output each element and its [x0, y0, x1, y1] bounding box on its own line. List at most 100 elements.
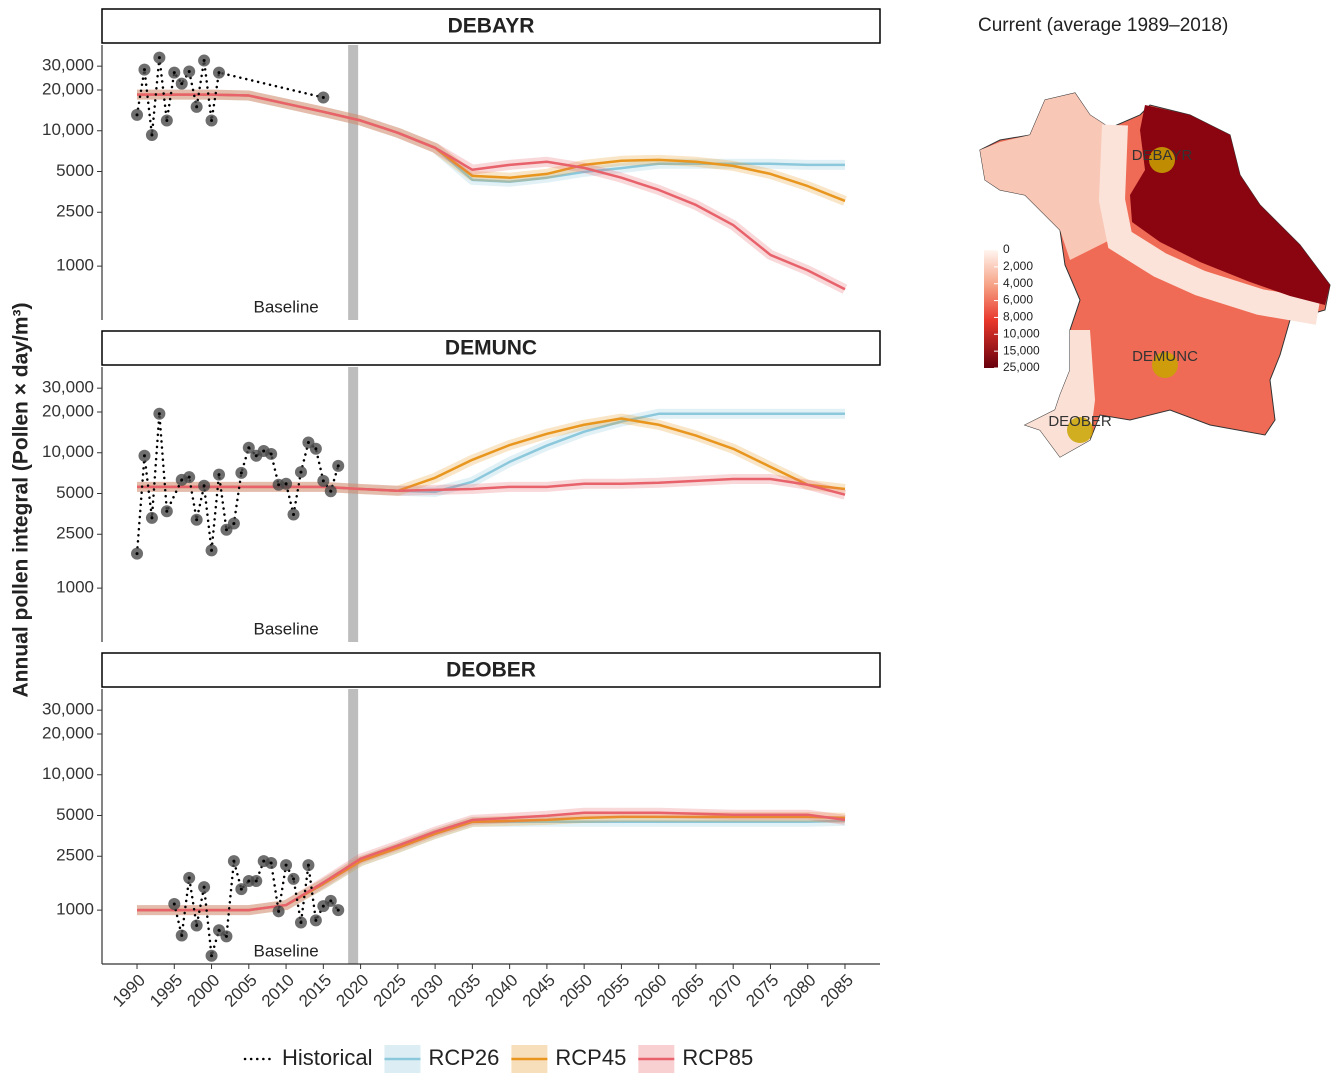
x-tick-label: 2020	[332, 971, 372, 1011]
point-center	[224, 934, 228, 938]
x-tick-label: 2055	[593, 971, 633, 1011]
baseline-band	[348, 689, 359, 964]
point-center	[135, 113, 139, 117]
point-center	[284, 482, 288, 486]
map-zone	[1098, 124, 1321, 325]
y-tick-label: 5000	[56, 483, 94, 502]
point-center	[329, 489, 333, 493]
series-band	[137, 807, 846, 916]
x-tick-label: 2025	[370, 971, 410, 1011]
point-center	[284, 863, 288, 867]
point-center	[142, 68, 146, 72]
colorbar-label: 8,000	[1003, 310, 1033, 324]
point-center	[150, 133, 154, 137]
legend-label: RCP45	[555, 1045, 626, 1070]
strip	[101, 8, 881, 44]
point-center	[187, 876, 191, 880]
y-tick-label: 2500	[56, 846, 94, 865]
series-band	[137, 89, 848, 294]
colorbar-label: 0	[1003, 242, 1010, 256]
y-tick-label: 10,000	[42, 120, 94, 139]
point-center	[269, 861, 273, 865]
point-center	[202, 59, 206, 63]
legend-label: RCP85	[682, 1045, 753, 1070]
y-tick-label: 20,000	[42, 79, 94, 98]
series-line	[137, 93, 846, 291]
point-center	[210, 548, 214, 552]
baseline-band	[348, 45, 359, 320]
point-center	[306, 863, 310, 867]
point-center	[239, 471, 243, 475]
x-tick-label: 2000	[183, 971, 223, 1011]
point-center	[195, 518, 199, 522]
point-center	[232, 859, 236, 863]
colorbar	[984, 250, 998, 368]
x-tick-label: 2035	[444, 971, 484, 1011]
point-center	[299, 470, 303, 474]
point-center	[217, 473, 221, 477]
annotation: Baseline	[254, 297, 319, 316]
point-center	[195, 105, 199, 109]
strip-title: DEOBER	[446, 659, 536, 682]
point-center	[157, 412, 161, 416]
point-center	[247, 879, 251, 883]
colorbar-label: 25,000	[1003, 360, 1040, 374]
colorbar-label: 10,000	[1003, 326, 1040, 340]
station-label: DEBAYR	[1132, 147, 1193, 164]
point-center	[217, 928, 221, 932]
point-center	[217, 71, 221, 75]
y-tick-label: 30,000	[42, 56, 94, 75]
map-zone	[1130, 105, 1330, 305]
x-tick-label: 2050	[556, 971, 596, 1011]
point-center	[269, 452, 273, 456]
point-center	[247, 446, 251, 450]
x-tick-label: 1990	[109, 971, 149, 1011]
x-tick-label: 2085	[817, 971, 857, 1011]
y-tick-label: 1000	[56, 900, 94, 919]
y-tick-label: 10,000	[42, 442, 94, 461]
point-center	[254, 879, 258, 883]
series-line	[137, 819, 846, 912]
point-center	[224, 528, 228, 532]
x-tick-label: 2015	[295, 971, 335, 1011]
x-tick-label: 2060	[630, 971, 670, 1011]
point-center	[157, 56, 161, 60]
strip	[101, 330, 881, 366]
point-center	[187, 69, 191, 73]
point-center	[172, 71, 176, 75]
point-center	[135, 552, 139, 556]
y-tick-label: 30,000	[42, 378, 94, 397]
point-center	[306, 441, 310, 445]
series-line	[137, 815, 846, 912]
point-center	[336, 464, 340, 468]
point-center	[292, 877, 296, 881]
x-tick-label: 1995	[146, 971, 186, 1011]
x-tick-label: 2045	[519, 971, 559, 1011]
point-center	[262, 859, 266, 863]
point-center	[314, 918, 318, 922]
point-center	[254, 454, 258, 458]
point-center	[262, 449, 266, 453]
y-tick-label: 20,000	[42, 723, 94, 742]
station-dot	[1149, 147, 1175, 173]
y-tick-label: 5000	[56, 805, 94, 824]
map-title: Current (average 1989–2018)	[978, 15, 1228, 36]
y-axis-label: Annual pollen integral (Pollen × day/m³)	[10, 303, 33, 698]
point-center	[314, 447, 318, 451]
colorbar-label: 6,000	[1003, 293, 1033, 307]
point-center	[292, 512, 296, 516]
historical-line	[173, 859, 340, 957]
series-band	[137, 811, 846, 916]
series-line	[137, 477, 846, 496]
y-tick-label: 1000	[56, 256, 94, 275]
x-tick-label: 2080	[780, 971, 820, 1011]
colorbar-label: 4,000	[1003, 276, 1033, 290]
point-center	[210, 119, 214, 123]
point-center	[202, 885, 206, 889]
colorbar-label: 2,000	[1003, 259, 1033, 273]
strip-title: DEMUNC	[445, 337, 537, 360]
strip	[101, 652, 881, 688]
point-center	[202, 484, 206, 488]
point-center	[150, 516, 154, 520]
